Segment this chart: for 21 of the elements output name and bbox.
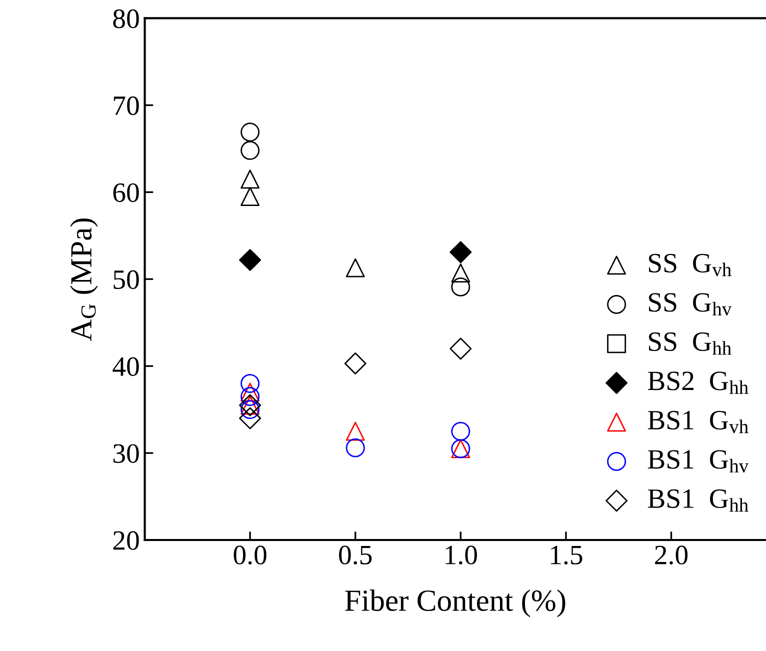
legend-label: SS G$_{hv}$ [648,293,732,316]
y-tick-label: 50 [114,270,139,290]
y-tick-label: 30 [113,444,139,463]
x-tick-label: 2.0 [655,546,688,565]
x-tick-label: 1.5 [551,546,582,565]
y-tick-label: 40 [112,357,139,376]
x-tick-label: 1.0 [446,546,477,565]
y-tick-label: 60 [113,183,139,202]
legend-label: SS G$_{hh}$ [648,332,732,355]
legend-label: BS1 G$_{hh}$ [648,489,748,512]
legend-label: BS1 G$_{hv}$ [648,450,749,473]
legend-label: BS1 G$_{vh}$ [648,410,748,434]
x-axis-title: Fiber Content (%) [345,590,566,618]
x-tick-label: 0.0 [234,546,266,565]
legend-label: SS G$_{vh}$ [648,254,732,276]
y-tick-label: 20 [113,531,139,550]
y-tick-label: 70 [114,96,139,116]
x-tick-label: 0.5 [339,546,372,565]
legend-label: BS2 G$_{hh}$ [648,372,748,394]
y-axis-title: A$_{G}$ (MPa) [70,218,98,341]
y-tick-label: 80 [113,9,139,28]
